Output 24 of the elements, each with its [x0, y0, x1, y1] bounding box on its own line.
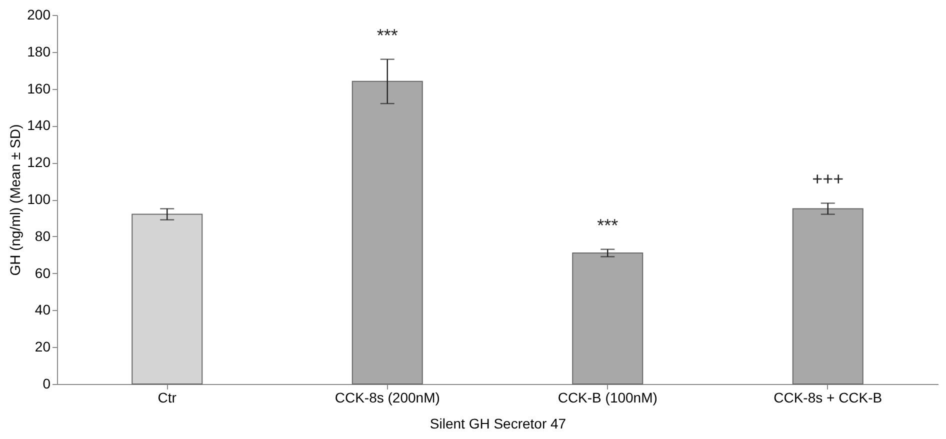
y-tick-label: 80 [34, 228, 51, 244]
x-tick-label: CCK-B (100nM) [558, 390, 658, 406]
bar [792, 208, 864, 384]
y-tick-label: 100 [27, 191, 51, 207]
y-axis-title: GH (ng/ml) (Mean ± SD) [7, 124, 24, 276]
x-tick-label: CCK-8s (200nM) [334, 390, 440, 406]
y-tick-label: 120 [27, 154, 51, 170]
annotation: *** [376, 25, 398, 46]
annotation: *** [597, 215, 618, 236]
x-tick-label: Ctr [158, 390, 177, 406]
y-tick-label: 140 [27, 117, 51, 134]
x-tick-label: CCK-8s + CCK-B [774, 390, 882, 406]
annotation: +++ [812, 169, 844, 190]
bar [352, 80, 423, 384]
x-axis-title: Silent GH Secretor 47 [430, 416, 566, 432]
y-tick-label: 160 [27, 80, 51, 96]
y-tick-label: 60 [34, 264, 51, 281]
y-tick-label: 180 [27, 43, 51, 60]
y-tick-label: 40 [34, 302, 51, 318]
y-tick-label: 20 [34, 338, 51, 355]
bar [132, 214, 203, 384]
y-tick-label: 0 [42, 376, 51, 392]
bar [572, 252, 644, 384]
y-tick-label: 200 [27, 6, 51, 22]
